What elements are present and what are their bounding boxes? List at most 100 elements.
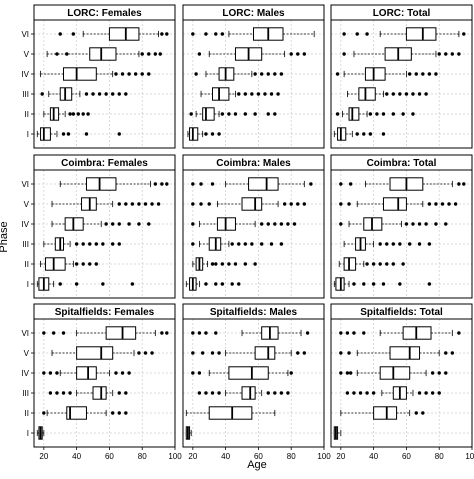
outlier-point	[127, 371, 131, 375]
outlier-point	[227, 112, 231, 116]
outlier-point	[269, 242, 274, 246]
outlier-point	[385, 92, 389, 96]
outlier-point	[120, 371, 125, 375]
outlier-point	[279, 242, 284, 246]
box-phase-II	[42, 406, 128, 420]
outlier-point	[427, 282, 432, 286]
outlier-point	[444, 52, 448, 56]
outlier-point	[124, 391, 128, 395]
outlier-point	[81, 242, 85, 246]
outlier-point	[230, 282, 234, 286]
outlier-point	[417, 92, 422, 96]
outlier-point	[197, 331, 202, 335]
outlier-point	[342, 52, 346, 56]
outlier-point	[81, 112, 85, 116]
outlier-point	[40, 92, 44, 96]
y-tick-label: I	[27, 130, 29, 139]
y-tick-label: V	[24, 50, 30, 59]
outlier-point	[345, 391, 350, 395]
box-phase-VI	[42, 326, 169, 340]
x-tick-label: 80	[138, 452, 147, 461]
x-tick-label: 40	[221, 452, 230, 461]
box-phase-II	[338, 257, 405, 271]
outlier-point	[217, 391, 221, 395]
outlier-point	[256, 92, 261, 96]
outlier-point	[104, 222, 108, 226]
outlier-point	[165, 182, 169, 186]
outlier-point	[381, 282, 386, 286]
outlier-point	[210, 182, 215, 186]
outlier-point	[117, 391, 121, 395]
x-tick-label: 20	[39, 452, 48, 461]
outlier-point	[42, 411, 46, 415]
outlier-point	[378, 242, 382, 246]
outlier-point	[276, 92, 280, 96]
outlier-point	[371, 391, 376, 395]
outlier-point	[74, 262, 79, 266]
box-phase-IV	[339, 366, 448, 380]
outlier-point	[368, 112, 373, 116]
outlier-point	[440, 202, 445, 206]
outlier-point	[437, 391, 441, 395]
outlier-point	[227, 262, 231, 266]
outlier-point	[200, 351, 205, 355]
outlier-point	[391, 92, 396, 96]
x-axis-label: Age	[247, 459, 267, 471]
outlier-point	[230, 242, 234, 246]
panel-title: Coimbra: Males	[216, 158, 291, 169]
outlier-point	[365, 262, 369, 266]
outlier-point	[365, 32, 369, 36]
outlier-point	[289, 371, 293, 375]
outlier-point	[279, 391, 284, 395]
outlier-point	[140, 72, 144, 76]
outlier-point	[411, 222, 415, 226]
outlier-point	[81, 262, 85, 266]
outlier-point	[197, 52, 202, 56]
outlier-point	[391, 262, 396, 266]
outlier-point	[243, 242, 248, 246]
outlier-point	[191, 202, 195, 206]
box-phase-I	[185, 277, 241, 291]
y-tick-label: V	[24, 200, 30, 209]
box-phase-V	[191, 197, 307, 211]
box-iqr	[228, 366, 269, 380]
outlier-point	[210, 262, 215, 266]
box-phase-V	[197, 47, 307, 61]
outlier-point	[347, 202, 351, 206]
x-tick-label: 100	[317, 452, 331, 461]
outlier-point	[385, 242, 389, 246]
outlier-point	[273, 72, 277, 76]
box-phase-I	[187, 127, 221, 141]
outlier-point	[273, 112, 277, 116]
outlier-point	[160, 331, 164, 335]
box-iqr	[89, 47, 117, 61]
outlier-point	[88, 262, 92, 266]
outlier-point	[381, 132, 386, 136]
y-tick-label: V	[24, 349, 30, 358]
outlier-point	[305, 331, 310, 335]
outlier-point	[204, 391, 208, 395]
outlier-point	[253, 112, 257, 116]
box-phase-I	[333, 277, 432, 291]
box-phase-VI	[339, 177, 466, 191]
outlier-point	[407, 242, 412, 246]
panel-frame	[33, 19, 176, 149]
outlier-point	[220, 32, 225, 36]
box-iqr	[63, 67, 97, 81]
outlier-point	[437, 52, 441, 56]
outlier-point	[375, 112, 379, 116]
outlier-point	[210, 391, 215, 395]
outlier-point	[160, 32, 164, 36]
box-phase-I	[36, 426, 45, 440]
outlier-point	[427, 202, 432, 206]
outlier-point	[137, 351, 141, 355]
y-tick-label: II	[25, 409, 29, 418]
outlier-point	[74, 242, 79, 246]
outlier-point	[71, 112, 76, 116]
outlier-point	[362, 331, 366, 335]
outlier-point	[286, 222, 290, 226]
outlier-point	[66, 132, 71, 136]
box-phase-I	[36, 277, 135, 291]
outlier-point	[165, 331, 169, 335]
